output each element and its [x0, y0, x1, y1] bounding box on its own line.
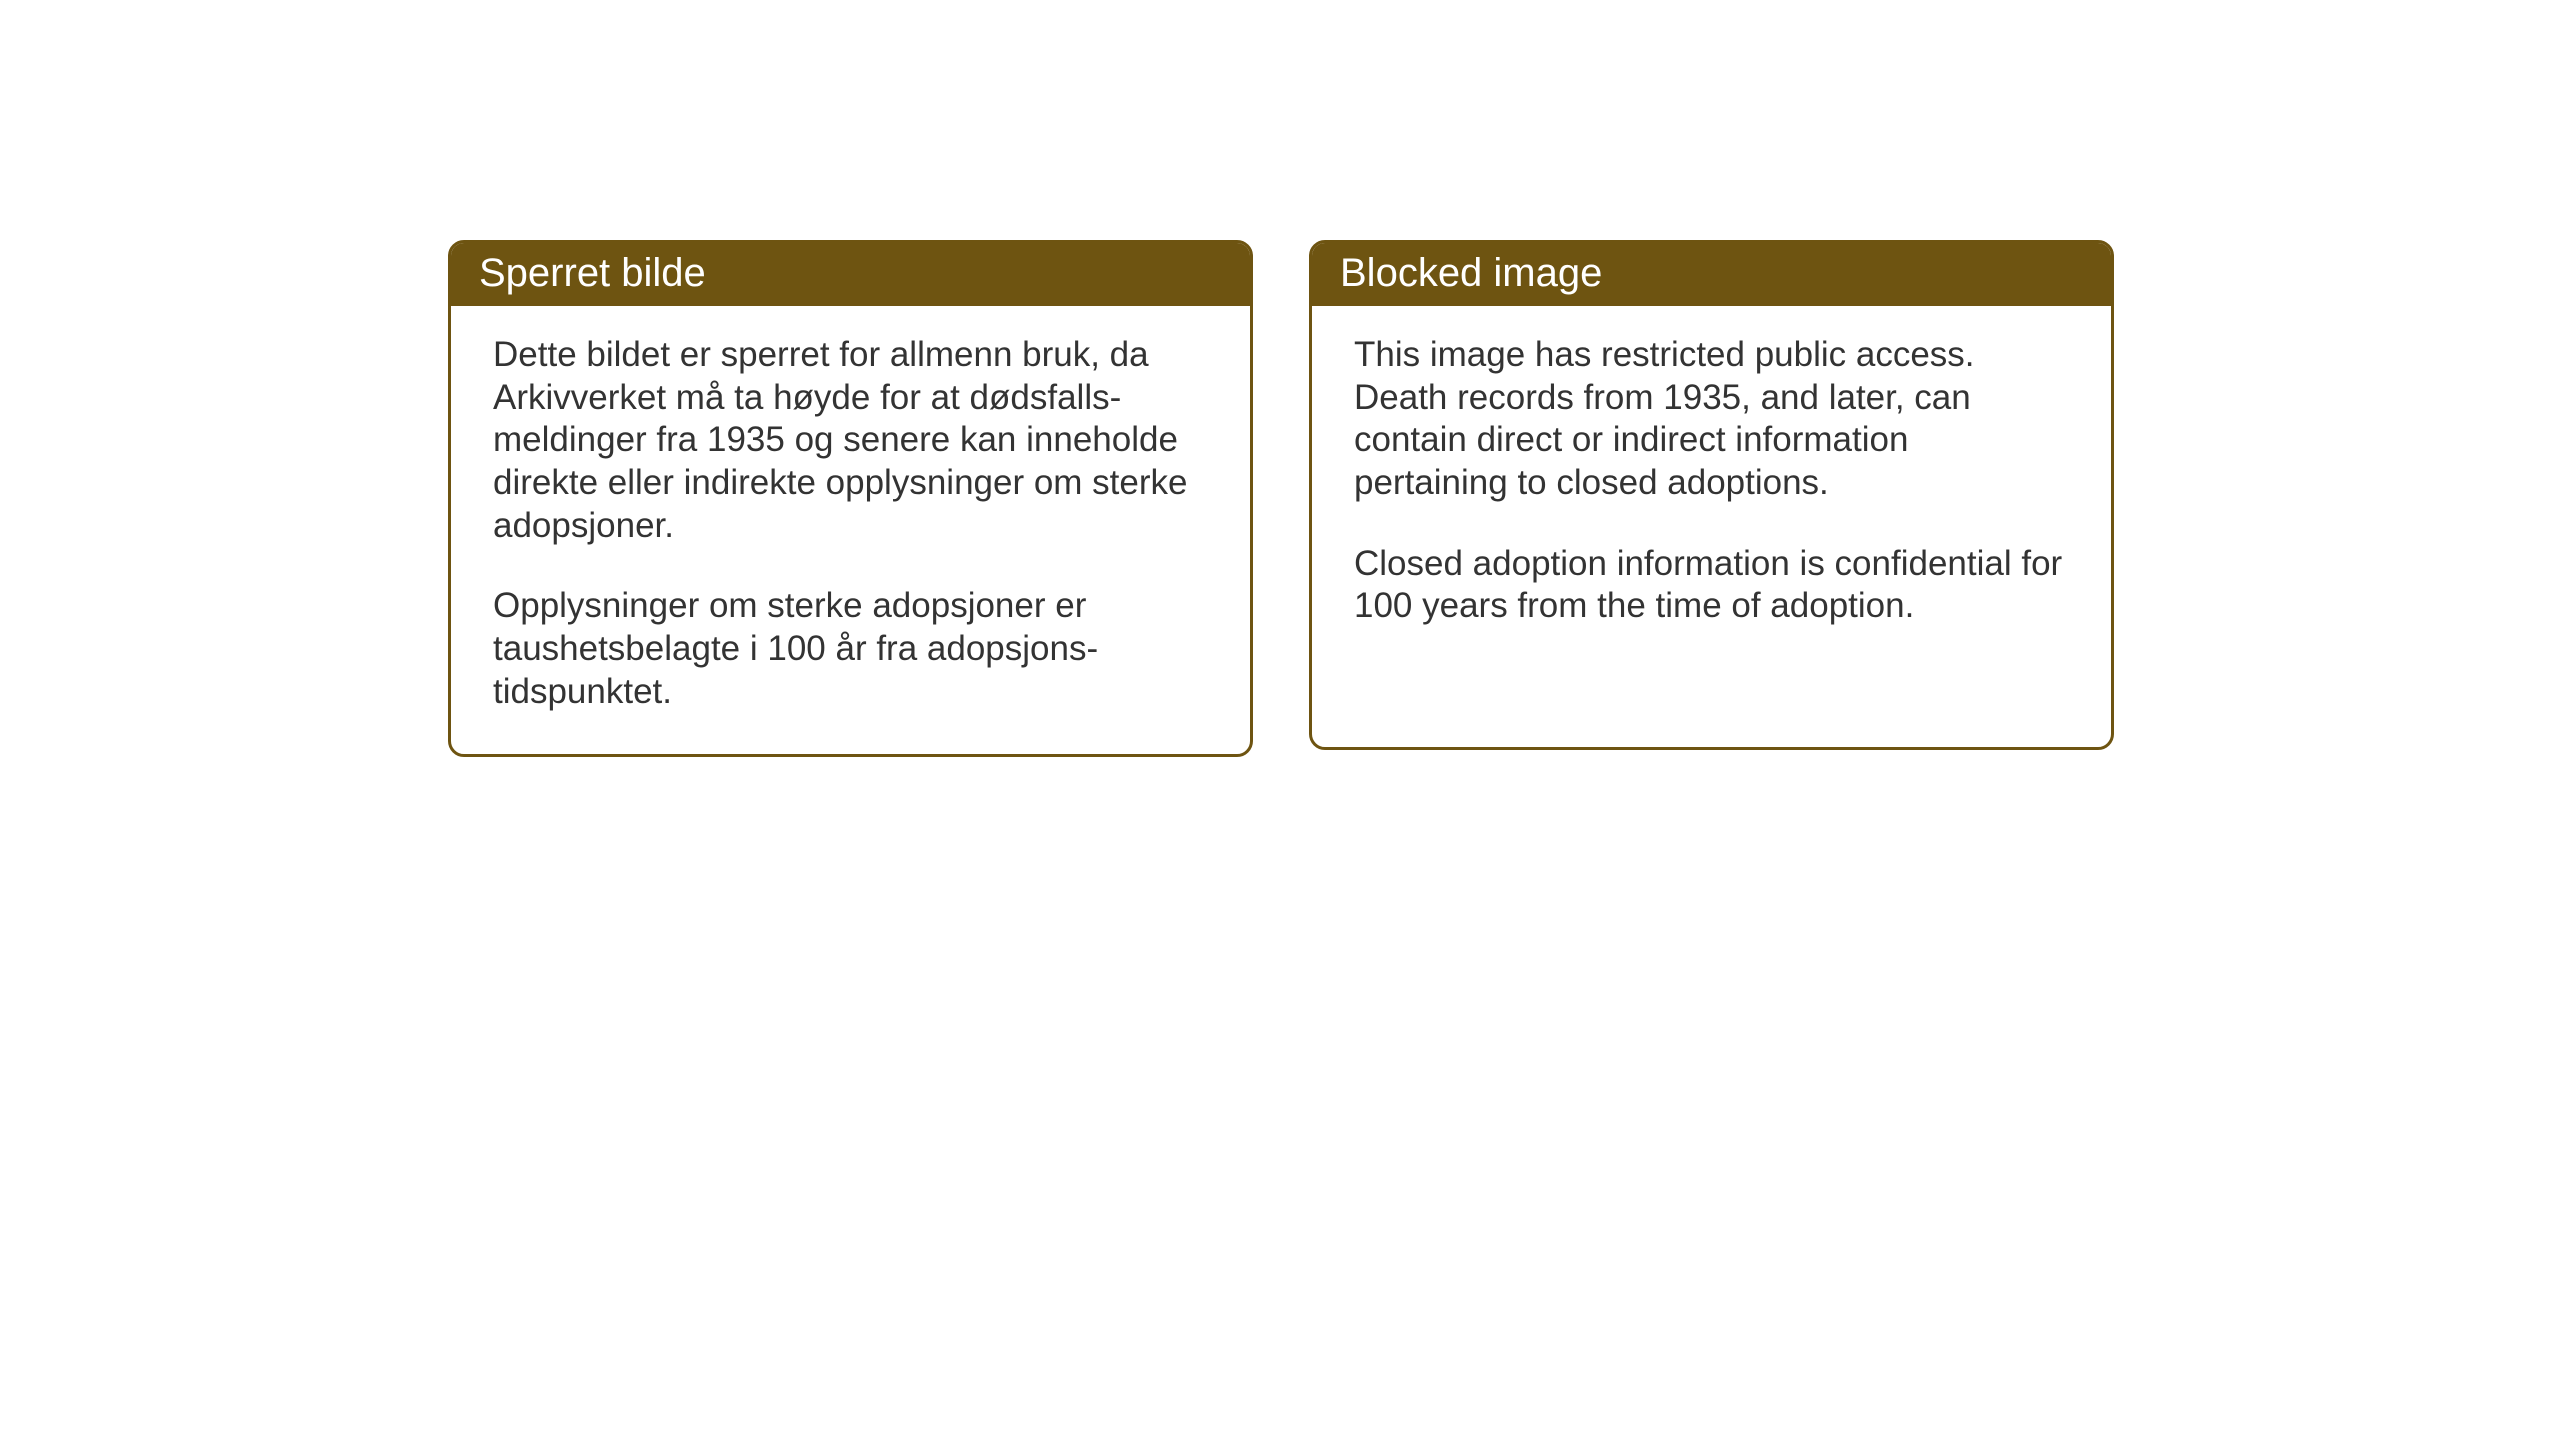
card-norwegian-para2: Opplysninger om sterke adopsjoner er tau…	[493, 585, 1208, 713]
card-norwegian-body: Dette bildet er sperret for allmenn bruk…	[451, 306, 1250, 754]
card-english: Blocked image This image has restricted …	[1309, 240, 2114, 750]
card-norwegian: Sperret bilde Dette bildet er sperret fo…	[448, 240, 1253, 757]
card-norwegian-para1: Dette bildet er sperret for allmenn bruk…	[493, 334, 1208, 547]
card-norwegian-header: Sperret bilde	[451, 243, 1250, 306]
card-english-title: Blocked image	[1340, 251, 1602, 295]
card-norwegian-title: Sperret bilde	[479, 251, 706, 295]
notice-container: Sperret bilde Dette bildet er sperret fo…	[448, 240, 2114, 757]
card-english-para1: This image has restricted public access.…	[1354, 334, 2069, 505]
card-english-body: This image has restricted public access.…	[1312, 306, 2111, 668]
card-english-header: Blocked image	[1312, 243, 2111, 306]
card-english-para2: Closed adoption information is confident…	[1354, 543, 2069, 628]
